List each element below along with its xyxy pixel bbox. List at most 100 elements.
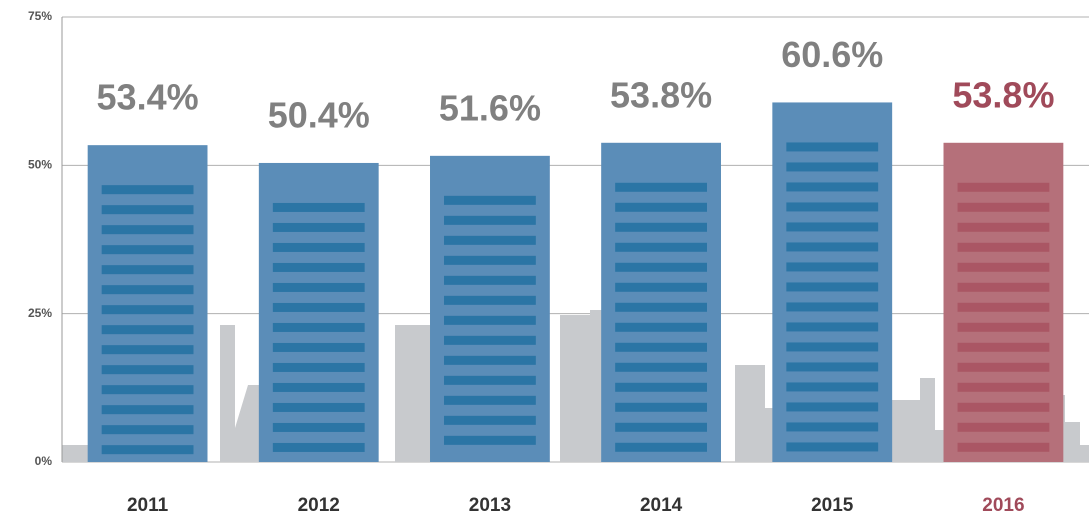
window-row	[786, 342, 879, 352]
window-row	[615, 262, 707, 272]
window-row	[615, 242, 707, 252]
window-row	[957, 402, 1050, 412]
window-row	[957, 322, 1050, 332]
x-tick-label: 2016	[982, 495, 1024, 516]
window-row	[101, 205, 194, 215]
value-label: 60.6%	[781, 34, 883, 75]
window-row	[101, 385, 194, 395]
window-row	[786, 402, 879, 412]
window-row	[786, 142, 879, 152]
window-row	[101, 425, 194, 435]
window-row	[101, 245, 194, 255]
value-label: 50.4%	[268, 94, 370, 135]
window-row	[101, 405, 194, 415]
window-row	[272, 402, 365, 412]
window-row	[786, 202, 879, 212]
window-row	[615, 422, 707, 432]
window-row	[615, 342, 707, 352]
bar	[772, 102, 893, 462]
window-row	[101, 365, 194, 375]
window-row	[272, 302, 365, 312]
window-row	[786, 242, 879, 252]
window-row	[444, 235, 536, 245]
value-label: 51.6%	[439, 87, 541, 128]
window-row	[615, 362, 707, 372]
window-row	[786, 262, 879, 272]
window-row	[786, 382, 879, 392]
window-row	[444, 215, 536, 225]
window-row	[444, 295, 536, 305]
window-row	[444, 355, 536, 365]
window-row	[444, 415, 536, 425]
window-row	[272, 382, 365, 392]
bar	[258, 162, 379, 462]
x-tick-label: 2015	[811, 495, 854, 516]
window-row	[615, 222, 707, 232]
window-row	[272, 282, 365, 292]
window-row	[444, 195, 536, 205]
window-row	[957, 282, 1050, 292]
window-row	[272, 322, 365, 332]
window-row	[272, 202, 365, 212]
window-row	[786, 282, 879, 292]
window-row	[101, 305, 194, 315]
window-row	[272, 342, 365, 352]
window-row	[615, 302, 707, 312]
window-row	[101, 445, 194, 455]
x-tick-label: 2011	[127, 495, 169, 516]
window-row	[615, 382, 707, 392]
window-row	[615, 202, 707, 212]
window-row	[957, 342, 1050, 352]
y-tick-label: 0%	[35, 454, 53, 468]
x-tick-label: 2012	[298, 495, 340, 516]
window-row	[101, 345, 194, 355]
skyline-shape	[885, 378, 945, 462]
y-tick-label: 50%	[28, 158, 52, 172]
window-row	[957, 382, 1050, 392]
window-row	[101, 265, 194, 275]
window-row	[272, 422, 365, 432]
skyline	[62, 310, 1089, 462]
window-row	[786, 422, 879, 432]
window-row	[444, 255, 536, 265]
window-row	[786, 162, 879, 172]
y-tick-label: 75%	[28, 9, 52, 23]
window-row	[957, 302, 1050, 312]
window-row	[444, 375, 536, 385]
window-row	[272, 242, 365, 252]
window-row	[272, 362, 365, 372]
value-label: 53.8%	[610, 74, 712, 115]
window-row	[444, 275, 536, 285]
window-row	[957, 242, 1050, 252]
window-row	[272, 222, 365, 232]
x-tick-label: 2014	[640, 495, 683, 516]
window-row	[444, 435, 536, 445]
window-row	[957, 442, 1050, 452]
window-row	[101, 185, 194, 195]
value-label: 53.8%	[952, 74, 1054, 115]
window-row	[615, 282, 707, 292]
window-row	[615, 442, 707, 452]
window-row	[786, 322, 879, 332]
window-row	[957, 422, 1050, 432]
window-row	[444, 335, 536, 345]
window-row	[272, 442, 365, 452]
x-tick-label: 2013	[469, 495, 511, 516]
window-row	[615, 182, 707, 192]
window-row	[786, 302, 879, 312]
window-row	[615, 402, 707, 412]
window-row	[786, 362, 879, 372]
window-row	[957, 222, 1050, 232]
window-row	[101, 285, 194, 295]
window-row	[786, 222, 879, 232]
window-row	[957, 182, 1050, 192]
window-row	[786, 442, 879, 452]
window-row	[444, 395, 536, 405]
window-row	[786, 182, 879, 192]
bar	[430, 155, 550, 462]
window-row	[101, 325, 194, 335]
window-row	[272, 262, 365, 272]
window-row	[615, 322, 707, 332]
window-row	[957, 262, 1050, 272]
